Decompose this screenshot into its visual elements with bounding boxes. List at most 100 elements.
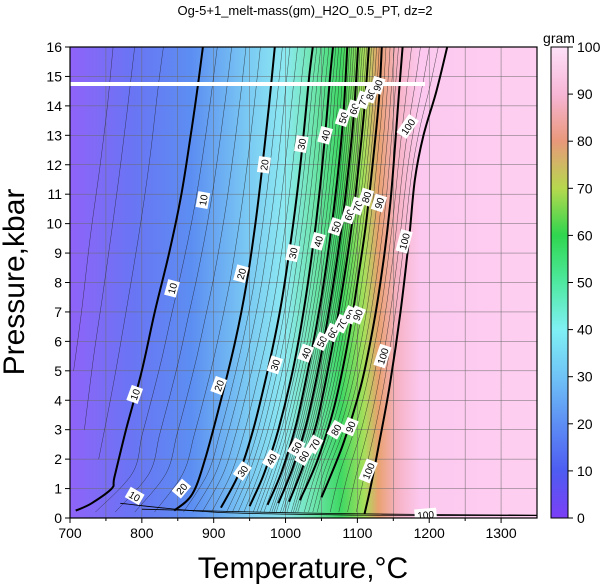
contour-label: 30 — [266, 355, 283, 375]
minor-contour-line — [260, 47, 342, 513]
contour-label: 90 — [370, 193, 387, 213]
contour-label-box — [195, 191, 211, 210]
contour-label: 80 — [326, 419, 345, 440]
minor-contour-line — [226, 47, 318, 513]
minor-contour-line — [201, 47, 298, 513]
x-tick-label: 1100 — [342, 525, 372, 541]
contour-label: 30 — [232, 460, 252, 481]
colorbar-tick-label: 70 — [577, 180, 593, 196]
y-tick-label: 9 — [54, 245, 62, 261]
contour-label-box — [294, 446, 313, 467]
contour-label: 90 — [348, 305, 366, 325]
contour-label-text: 100 — [398, 232, 413, 251]
x-axis-title: Temperature,°C — [198, 552, 408, 585]
contour-label: 20 — [210, 375, 227, 396]
contour-label: 10 — [126, 384, 144, 404]
contour-label: 80 — [357, 187, 375, 207]
y-tick-label: 15 — [46, 68, 62, 84]
contour-label-box — [357, 187, 375, 207]
contour-label-text: 20 — [259, 158, 272, 171]
contour-label-text: 90 — [373, 196, 387, 210]
contour-label-box — [266, 355, 283, 375]
minor-contour-line — [273, 47, 355, 513]
y-tick-label: 7 — [54, 304, 62, 320]
minor-contour-line — [275, 47, 357, 513]
contour-label: 30 — [294, 135, 309, 154]
y-tick-label: 16 — [46, 39, 62, 55]
y-tick-label: 4 — [54, 392, 62, 408]
contour-line-50 — [266, 47, 349, 506]
contour-label: 100 — [373, 343, 392, 369]
colorbar-ticks: 0 10 20 30 40 50 60 70 80 90 100 — [568, 39, 601, 526]
minor-contour-line — [297, 47, 380, 513]
contour-label-text: 70 — [308, 437, 323, 453]
colorbar-tick-label: 10 — [577, 463, 593, 479]
contour-label: 90 — [369, 75, 386, 95]
minor-contour-line — [192, 47, 291, 513]
y-tick-label: 2 — [54, 451, 62, 467]
contour-label-box — [327, 217, 344, 237]
contour-labels: 1010101020202020303030304040404050505050… — [124, 75, 438, 522]
contour-line-10 — [75, 47, 204, 512]
colorbar: gram 0 10 20 30 40 50 60 70 80 90 100 — [543, 30, 601, 526]
contour-label: 30 — [285, 244, 301, 263]
contour-label-box — [124, 486, 145, 506]
x-tick-label: 1200 — [414, 525, 445, 541]
contour-line-20 — [173, 47, 276, 512]
contour-label-text: 40 — [265, 452, 280, 468]
contour-label: 20 — [233, 264, 250, 283]
minor-contour-line — [284, 47, 365, 513]
contour-label: 50 — [327, 217, 344, 237]
contour-label-text: 90 — [372, 78, 386, 92]
contour-label-text: 20 — [236, 267, 250, 281]
contour-label: 40 — [310, 232, 326, 251]
minor-contour-line — [98, 47, 164, 460]
contour-label-box — [256, 156, 272, 174]
contour-label-box — [395, 229, 413, 254]
contour-label-box — [373, 343, 392, 369]
contour-label: 10 — [164, 279, 180, 298]
contour-label-box — [297, 343, 315, 363]
y-tick-label: 13 — [46, 127, 62, 143]
contour-label-text: 40 — [320, 128, 334, 142]
contour-label: 60 — [294, 446, 313, 467]
y-tick-label: 8 — [54, 275, 62, 291]
colorbar-tick-label: 20 — [577, 416, 593, 432]
colorbar-tick-label: 30 — [577, 369, 593, 385]
contour-label-text: 60 — [297, 449, 312, 465]
minor-contour-line — [295, 47, 377, 513]
grid-lines — [70, 47, 537, 518]
contour-label: 20 — [256, 156, 272, 174]
contour-line-80 — [298, 47, 383, 501]
minor-contour-line — [154, 47, 261, 513]
minor-contour-line — [291, 47, 372, 513]
contour-label-box — [326, 419, 345, 440]
contour-line-30 — [220, 47, 314, 509]
colorbar-tick-label: 60 — [577, 227, 593, 243]
y-tick-label: 5 — [54, 363, 62, 379]
contour-label-box — [126, 384, 144, 404]
contour-label-text: 90 — [344, 420, 359, 435]
contour-label-box — [317, 126, 333, 145]
contour-label-text: 30 — [269, 358, 283, 372]
minor-contour-line — [141, 508, 537, 516]
y-tick-label: 14 — [46, 98, 62, 114]
contour-label-text: 100 — [417, 510, 435, 522]
x-tick-label: 700 — [58, 525, 82, 541]
colorbar-tick-label: 50 — [577, 275, 593, 291]
y-tick-label: 1 — [54, 481, 62, 497]
contour-label: 70 — [305, 434, 324, 455]
colorbar-tick-label: 40 — [577, 322, 593, 338]
contour-label-box — [310, 232, 326, 251]
contour-label-text: 50 — [330, 220, 344, 234]
minor-contour-line — [114, 47, 232, 513]
x-tick-label: 800 — [130, 525, 154, 541]
colorbar-tick-label: 0 — [577, 510, 585, 526]
minor-contour-line — [252, 47, 337, 513]
minor-contour-line — [286, 47, 367, 513]
minor-contour-line — [316, 47, 399, 513]
contour-label-text: 80 — [330, 423, 345, 439]
y-tick-label: 3 — [54, 422, 62, 438]
colorbar-gradient — [550, 46, 569, 519]
